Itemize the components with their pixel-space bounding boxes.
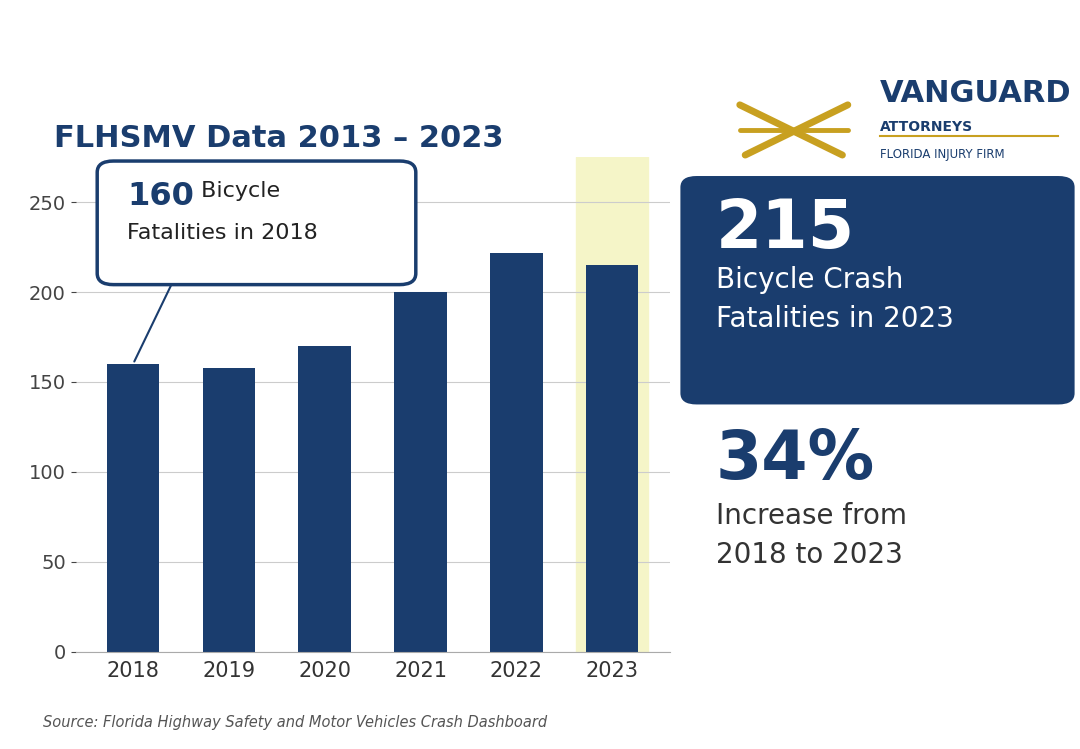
Text: 215: 215 (716, 196, 855, 262)
Bar (298, 346, 351, 652)
Text: FLHSMV Data 2013 – 2023: FLHSMV Data 2013 – 2023 (54, 124, 503, 153)
Bar (107, 364, 160, 652)
Bar (490, 252, 542, 652)
Text: VANGUARD: VANGUARD (880, 79, 1071, 108)
Text: Annual Bicycle Crash Fatalities in FL: Annual Bicycle Crash Fatalities in FL (0, 31, 1080, 85)
Bar (577, 157, 648, 652)
Text: Fatalities in 2018: Fatalities in 2018 (127, 223, 319, 243)
Text: ATTORNEYS: ATTORNEYS (880, 120, 973, 134)
Text: Source: Florida Highway Safety and Motor Vehicles Crash Dashboard: Source: Florida Highway Safety and Motor… (43, 715, 548, 730)
Bar (394, 292, 447, 652)
Text: Bicycle: Bicycle (194, 181, 281, 201)
Text: Bicycle Crash
Fatalities in 2023: Bicycle Crash Fatalities in 2023 (716, 266, 954, 333)
Bar (203, 368, 255, 652)
Bar (585, 265, 638, 652)
Text: 34%: 34% (716, 427, 875, 493)
Text: Increase from
2018 to 2023: Increase from 2018 to 2023 (716, 502, 907, 568)
Text: 160: 160 (127, 181, 194, 212)
Text: FLORIDA INJURY FIRM: FLORIDA INJURY FIRM (880, 148, 1004, 161)
